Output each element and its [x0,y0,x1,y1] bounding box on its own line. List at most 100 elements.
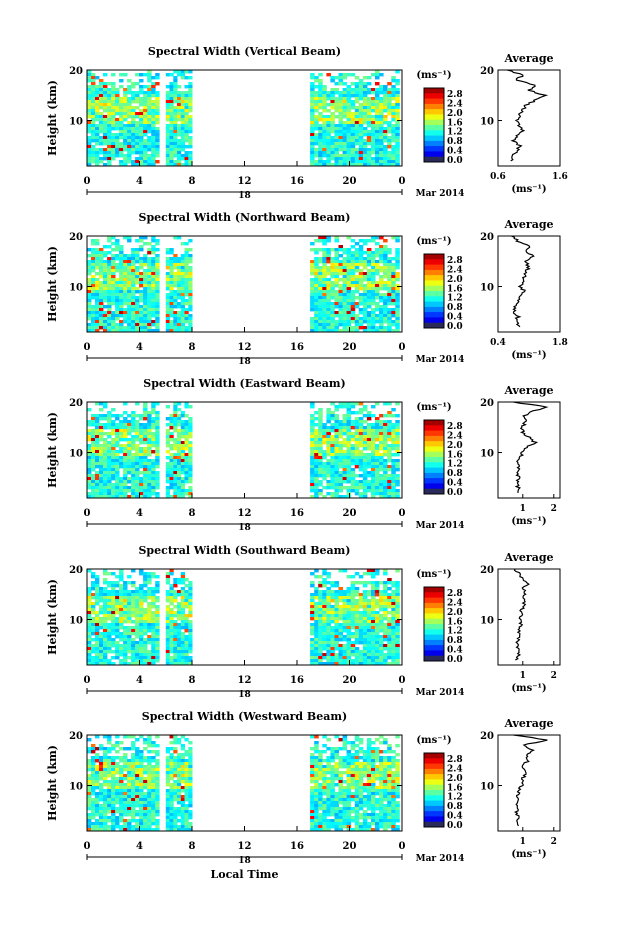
heatmap-cell [188,106,193,110]
heatmap-cell [346,644,352,648]
heatmap-cell [119,299,124,303]
heatmap-cell [165,151,170,155]
heatmap-cell [330,145,335,149]
heatmap-cell [318,266,323,270]
heatmap-cell [358,82,364,86]
heatmap-cell [87,459,92,463]
heatmap-cell [362,109,368,113]
heatmap-cell [115,311,120,315]
heatmap-cell [87,308,92,312]
heatmap-cell [151,121,156,125]
heatmap-cell [383,115,388,119]
heatmap-cell [391,263,396,267]
heatmap-cell [310,584,315,588]
heatmap-cell [173,489,178,493]
heatmap-cell [318,638,323,642]
heatmap-cell [123,269,128,273]
heatmap-cell [314,492,319,496]
heatmap-cell [350,260,356,264]
heatmap-cell [395,302,400,306]
heatmap-cell [342,605,348,609]
heatmap-cell [362,623,368,627]
heatmap-cell [354,275,360,279]
heatmap-cell [119,254,124,258]
heatmap-cell [131,106,136,110]
heatmap-cell [127,293,132,297]
heatmap-cell [387,275,392,279]
heatmap-cell [330,644,335,648]
heatmap-cell [318,408,323,412]
heatmap-cell [91,103,96,107]
heatmap-cell [338,477,343,481]
heatmap-cell [127,471,132,475]
heatmap-cell [91,320,96,324]
heatmap-cell [155,302,160,306]
heatmap-cell [135,480,140,484]
heatmap-cell [371,662,376,666]
heatmap-cell [91,480,96,484]
heatmap-cell [143,85,148,89]
heatmap-cell [135,438,140,442]
heatmap-cell [346,495,352,499]
heatmap-cell [99,314,104,318]
heatmap-cell [180,632,185,636]
heatmap-cell [318,311,323,315]
heatmap-cell [326,462,331,466]
heatmap-cell [350,275,356,279]
heatmap-cell [318,275,323,279]
heatmap-cell [119,154,124,158]
heatmap-cell [330,151,335,155]
heatmap-cell [139,492,144,496]
heatmap-cell [395,124,400,128]
heatmap-cell [111,414,116,418]
heatmap-cell [342,302,348,306]
heatmap-cell [379,106,384,110]
heatmap-cell [188,596,193,600]
heatmap-cell [314,133,319,137]
heatmap-cell [143,480,148,484]
heatmap-cell [330,641,335,645]
heatmap-cell [391,293,396,297]
heatmap-cell [362,329,368,333]
heatmap-cell [366,287,372,291]
heatmap-cell [358,160,364,164]
heatmap-cell [147,275,152,279]
heatmap-cell [169,145,174,149]
heatmap-cell [103,287,108,291]
heatmap-cell [147,411,152,415]
heatmap-cell [314,602,319,606]
heatmap-cell [177,492,182,496]
heatmap-cell [334,605,339,609]
heatmap-cell [147,447,152,451]
heatmap-cell [362,456,368,460]
heatmap-cell [330,447,335,451]
heatmap-cell [165,623,170,627]
heatmap-cell [173,417,178,421]
heatmap-cell [346,293,352,297]
heatmap-cell [362,127,368,131]
heatmap-cell [111,139,116,143]
heatmap-cell [375,133,380,137]
heatmap-cell [177,626,182,630]
average-title: Average [503,218,553,231]
heatmap-cell [107,299,112,303]
heatmap-cell [354,281,360,285]
heatmap-cell [310,432,315,436]
heatmap-cell [107,572,112,576]
heatmap-cell [387,468,392,472]
heatmap-cell [103,305,108,309]
heatmap-cell [177,130,182,134]
heatmap-cell [391,160,396,164]
heatmap-cell [310,662,315,666]
heatmap-cell [139,275,144,279]
heatmap-cell [387,420,392,424]
heatmap-cell [375,483,380,487]
heatmap-cell [103,263,108,267]
heatmap-cell [131,118,136,122]
heatmap-cell [338,447,343,451]
heatmap-cell [91,130,96,134]
heatmap-cell [173,145,178,149]
heatmap-cell [151,257,156,261]
heatmap-cell [91,91,96,95]
heatmap-cell [180,456,185,460]
